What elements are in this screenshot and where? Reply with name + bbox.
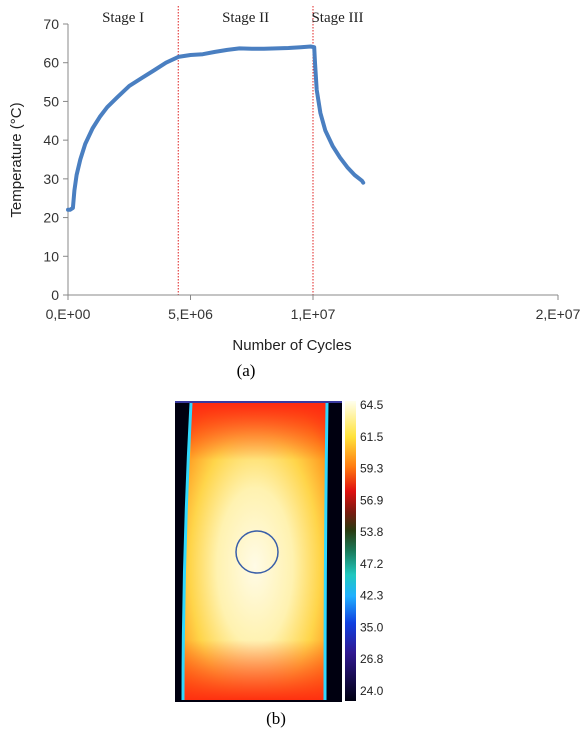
thermal-image: 64.5 61.5 59.3 56.9 53.8 47.2 42.3 35.0 26.8 24.0…: [175, 398, 384, 728]
colorbar-tick-label: 42.3: [360, 589, 384, 603]
temperature-series-line: [66, 44, 366, 212]
y-tick-label: 40: [43, 132, 59, 148]
y-axis-title: Temperature (°C): [8, 102, 25, 217]
colorbar-tick-label: 26.8: [360, 652, 384, 666]
colorbar-tick-label: 53.8: [360, 525, 384, 539]
measurement-circle: [235, 530, 279, 574]
specimen-right-edge: [323, 402, 329, 701]
temperature-chart: 0,E+00 5,E+06 1,E+07 2,E+07 0 10 20 30 40 50 60 70…: [8, 6, 581, 380]
caption-b: (b): [266, 709, 286, 728]
y-tick-label: 60: [43, 55, 59, 71]
y-tick-label: 30: [43, 171, 59, 187]
x-axis-title: Number of Cycles: [232, 337, 351, 354]
colorbar: [345, 401, 356, 701]
colorbar-tick-label: 56.9: [360, 493, 384, 507]
caption-a: (a): [237, 361, 256, 380]
stage-label: Stage I: [102, 10, 144, 26]
colorbar-tick-label: 59.3: [360, 462, 384, 476]
y-tick-label: 10: [43, 248, 59, 264]
x-ticks: 0,E+00 5,E+06 1,E+07 2,E+07: [46, 295, 581, 322]
specimen-left-edge: [181, 402, 193, 701]
colorbar-tick-label: 24.0: [360, 684, 384, 698]
specimen-top-edge: [191, 403, 327, 460]
colorbar-tick-label: 64.5: [360, 398, 384, 412]
y-ticks: 0 10 20 30 40 50 60 70: [43, 16, 68, 303]
x-tick-label: 0,E+00: [46, 306, 91, 322]
y-tick-label: 0: [51, 287, 59, 303]
x-tick-label: 5,E+06: [168, 306, 213, 322]
stage-label: Stage III: [311, 10, 363, 26]
specimen-hotspot: [183, 403, 327, 700]
x-tick-label: 2,E+07: [536, 306, 581, 322]
y-tick-label: 20: [43, 210, 59, 226]
stage-labels: Stage I Stage II Stage III: [102, 10, 363, 26]
colorbar-tick-label: 35.0: [360, 620, 384, 634]
stage-label: Stage II: [222, 10, 269, 26]
colorbar-tick-label: 61.5: [360, 430, 384, 444]
colorbar-tick-label: 47.2: [360, 557, 384, 571]
colorbar-ticks: 64.5 61.5 59.3 56.9 53.8 47.2 42.3 35.0 26.8 24.0: [360, 398, 384, 698]
y-tick-label: 50: [43, 93, 59, 109]
y-tick-label: 70: [43, 16, 59, 32]
specimen-bottom-edge: [183, 640, 325, 700]
x-tick-label: 1,E+07: [291, 306, 336, 322]
